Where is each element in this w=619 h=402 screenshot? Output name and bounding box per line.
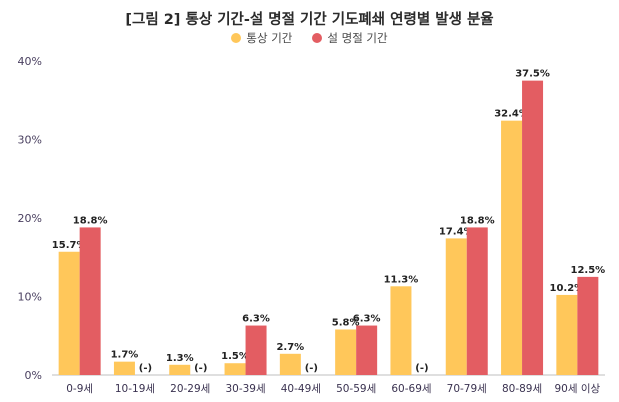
data-label-normal: 5.8% (332, 317, 360, 328)
x-tick-label: 70-79세 (447, 383, 487, 395)
data-label-holiday: 12.5% (570, 265, 605, 276)
x-tick-label: 80-89세 (502, 383, 542, 395)
legend-swatch-normal (231, 33, 242, 43)
bar-normal (113, 361, 135, 375)
x-tick-label: 60-69세 (391, 383, 431, 395)
legend-item-holiday: 설 명절 기간 (312, 30, 388, 46)
x-tick-label: 40-49세 (281, 383, 321, 395)
bar-holiday (577, 276, 599, 375)
bar-normal (501, 120, 523, 375)
x-tick-label: 90세 이상 (555, 383, 601, 395)
bar-normal (445, 238, 467, 375)
data-label-holiday: (-) (139, 363, 152, 374)
data-label-holiday: (-) (305, 363, 318, 374)
data-label-normal: 1.3% (166, 353, 194, 364)
bar-normal (335, 329, 357, 375)
data-label-normal: 32.4% (494, 109, 529, 120)
legend-item-normal: 통상 기간 (231, 30, 292, 46)
bar-holiday (79, 227, 101, 375)
data-label-normal: 2.7% (276, 342, 304, 353)
bar-normal (390, 286, 412, 375)
data-label-holiday: 6.3% (242, 314, 270, 325)
y-tick-label: 30% (18, 134, 42, 147)
data-label-holiday: 18.8% (73, 215, 108, 226)
data-label-normal: 15.7% (52, 240, 87, 251)
data-label-holiday: 6.3% (353, 314, 381, 325)
legend-label-holiday: 설 명절 기간 (327, 31, 388, 45)
bar-normal (556, 294, 578, 375)
y-tick-label: 40% (18, 55, 42, 68)
data-label-holiday: (-) (415, 363, 428, 374)
legend-label-normal: 통상 기간 (246, 31, 293, 45)
chart-title: [그림 2] 통상 기간-설 명절 기간 기도폐쇄 연령별 발생 분율 (125, 12, 494, 28)
data-label-holiday: 18.8% (460, 215, 495, 226)
data-label-normal: 17.4% (439, 226, 474, 237)
x-tick-label: 30-39세 (225, 383, 265, 395)
data-label-normal: 10.2% (549, 283, 584, 294)
y-tick-label: 0% (25, 369, 42, 382)
x-tick-label: 10-19세 (115, 383, 155, 395)
y-tick-label: 10% (18, 291, 42, 304)
data-label-normal: 1.7% (111, 350, 139, 361)
bar-normal (169, 364, 191, 375)
legend-swatch-holiday (312, 33, 323, 43)
data-label-holiday: (-) (194, 363, 207, 374)
data-label-holiday: 37.5% (515, 69, 550, 80)
legend: 통상 기간 설 명절 기간 (0, 30, 619, 46)
bar-holiday (356, 325, 378, 375)
y-tick-label: 20% (18, 212, 42, 225)
data-label-normal: 1.5% (221, 351, 249, 362)
bar-holiday (245, 325, 267, 375)
bar-normal (279, 353, 301, 375)
bar-holiday (466, 227, 488, 375)
x-tick-label: 20-29세 (170, 383, 210, 395)
x-tick-label: 50-59세 (336, 383, 376, 395)
x-tick-label: 0-9세 (66, 383, 93, 395)
bar-normal (224, 363, 246, 375)
bar-normal (58, 251, 80, 375)
data-label-normal: 11.3% (384, 274, 419, 285)
bar-holiday (522, 80, 544, 375)
